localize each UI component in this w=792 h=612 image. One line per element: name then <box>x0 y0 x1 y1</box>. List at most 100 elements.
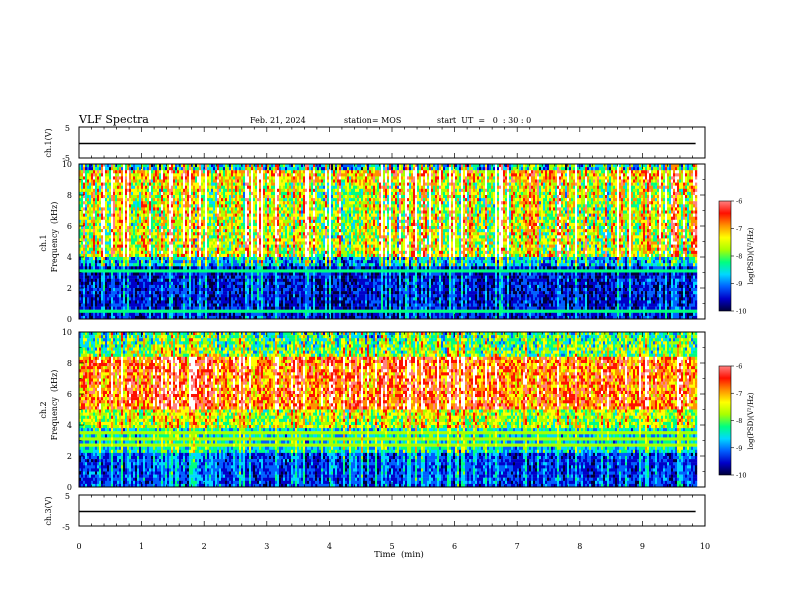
spectrogram-cell <box>135 312 138 317</box>
spectrogram-cell <box>259 275 262 279</box>
spectrogram-cell <box>215 278 218 282</box>
spectrogram-cell <box>179 182 182 186</box>
spectrogram-cell <box>155 300 158 304</box>
spectrogram-cell <box>91 213 94 217</box>
spectrogram-cell <box>187 275 190 279</box>
spectrogram-cell <box>125 281 128 286</box>
spectrogram-cell <box>123 210 126 214</box>
spectrogram-cell <box>261 247 264 251</box>
spectrogram-cell <box>229 303 232 307</box>
spectrogram-cell <box>89 210 92 214</box>
spectrogram-cell <box>107 266 110 270</box>
spectrogram-cell <box>139 260 142 264</box>
spectrogram-cell <box>129 315 132 320</box>
spectrogram-cell <box>245 167 248 171</box>
spectrogram-cell <box>149 247 152 251</box>
spectrogram-cell <box>215 306 218 310</box>
spectrogram-cell <box>141 253 144 258</box>
spectrogram-cell <box>171 229 174 233</box>
spectrogram-cell <box>195 244 198 248</box>
spectrogram-cell <box>89 195 92 199</box>
spectrogram-cell <box>201 263 204 267</box>
spectrogram-cell <box>123 201 126 205</box>
spectrogram-cell <box>219 229 222 233</box>
spectrogram-cell <box>201 210 204 214</box>
spectrogram-cell <box>233 266 236 270</box>
spectrogram-cell <box>141 247 144 251</box>
spectrogram-cell <box>263 191 266 196</box>
spectrogram-cell <box>125 278 128 282</box>
spectrogram-cell <box>233 229 236 233</box>
spectrogram-cell <box>189 297 192 301</box>
spectrogram-cell <box>193 312 196 317</box>
spectrogram-cell <box>103 226 106 230</box>
spectrogram-cell <box>227 300 230 304</box>
spectrogram-cell <box>83 244 86 248</box>
spectrogram-cell <box>129 185 132 189</box>
spectrogram-cell <box>219 257 222 261</box>
spectrogram-cell <box>225 288 228 292</box>
spectrogram-cell <box>103 244 106 248</box>
spectrogram-cell <box>235 210 238 214</box>
spectrogram-cell <box>147 222 150 227</box>
spectrogram-cell <box>191 300 194 304</box>
spectrogram-cell <box>215 185 218 189</box>
spectrogram-cell <box>237 170 240 174</box>
spectrogram-cell <box>97 257 100 261</box>
spectrogram-cell <box>97 306 100 310</box>
spectrogram-cell <box>159 167 162 171</box>
spectrogram-cell <box>103 185 106 189</box>
spectrogram-cell <box>239 278 242 282</box>
spectrogram-cell <box>131 312 134 317</box>
spectrogram-cell <box>189 216 192 220</box>
spectrogram-cell <box>211 170 214 174</box>
spectrogram-cell <box>175 284 178 289</box>
spectrogram-cell <box>93 288 96 292</box>
spectrogram-cell <box>113 213 116 217</box>
spectrogram-cell <box>95 300 98 304</box>
spectrogram-cell <box>123 281 126 286</box>
spectrogram-cell <box>207 222 210 227</box>
spectrogram-cell <box>167 164 170 168</box>
spectrogram-cell <box>91 238 94 242</box>
spectrogram-cell <box>167 288 170 292</box>
spectrogram-cell <box>109 300 112 304</box>
spectrogram-cell <box>129 164 132 168</box>
spectrogram-cell <box>201 195 204 199</box>
spectrogram-cell <box>79 229 82 233</box>
spectrogram-cell <box>215 207 218 211</box>
spectrogram-cell <box>133 241 136 245</box>
spectrogram-cell <box>207 226 210 230</box>
spectrogram-cell <box>219 247 222 251</box>
spectrogram-cell <box>167 244 170 248</box>
spectrogram-cell <box>259 266 262 270</box>
spectrogram-cell <box>107 253 110 258</box>
spectrogram-cell <box>213 198 216 202</box>
spectrogram-cell <box>229 284 232 289</box>
spectrogram-cell <box>107 281 110 286</box>
spectrogram-cell <box>269 170 272 174</box>
spectrogram-cell <box>261 306 264 310</box>
spectrogram-cell <box>227 229 230 233</box>
spectrogram-cell <box>263 253 266 258</box>
spectrogram-cell <box>105 300 108 304</box>
spectrogram-cell <box>85 272 88 276</box>
spectrogram-cell <box>217 182 220 186</box>
spectrogram-cell <box>235 195 238 199</box>
spectrogram-cell <box>257 204 260 208</box>
spectrogram-cell <box>189 281 192 286</box>
spectrogram-cell <box>265 167 268 171</box>
spectrogram-cell <box>191 306 194 310</box>
spectrogram-cell <box>173 173 176 177</box>
spectrogram-cell <box>259 288 262 292</box>
spectrogram-cell <box>223 247 226 251</box>
spectrogram-cell <box>153 222 156 227</box>
spectrogram-cell <box>117 204 120 208</box>
spectrogram-cell <box>243 297 246 301</box>
spectrogram-cell <box>113 278 116 282</box>
spectrogram-cell <box>153 213 156 217</box>
spectrogram-cell <box>179 241 182 245</box>
spectrogram-cell <box>185 315 188 320</box>
spectrogram-cell <box>207 182 210 186</box>
spectrogram-cell <box>117 260 120 264</box>
